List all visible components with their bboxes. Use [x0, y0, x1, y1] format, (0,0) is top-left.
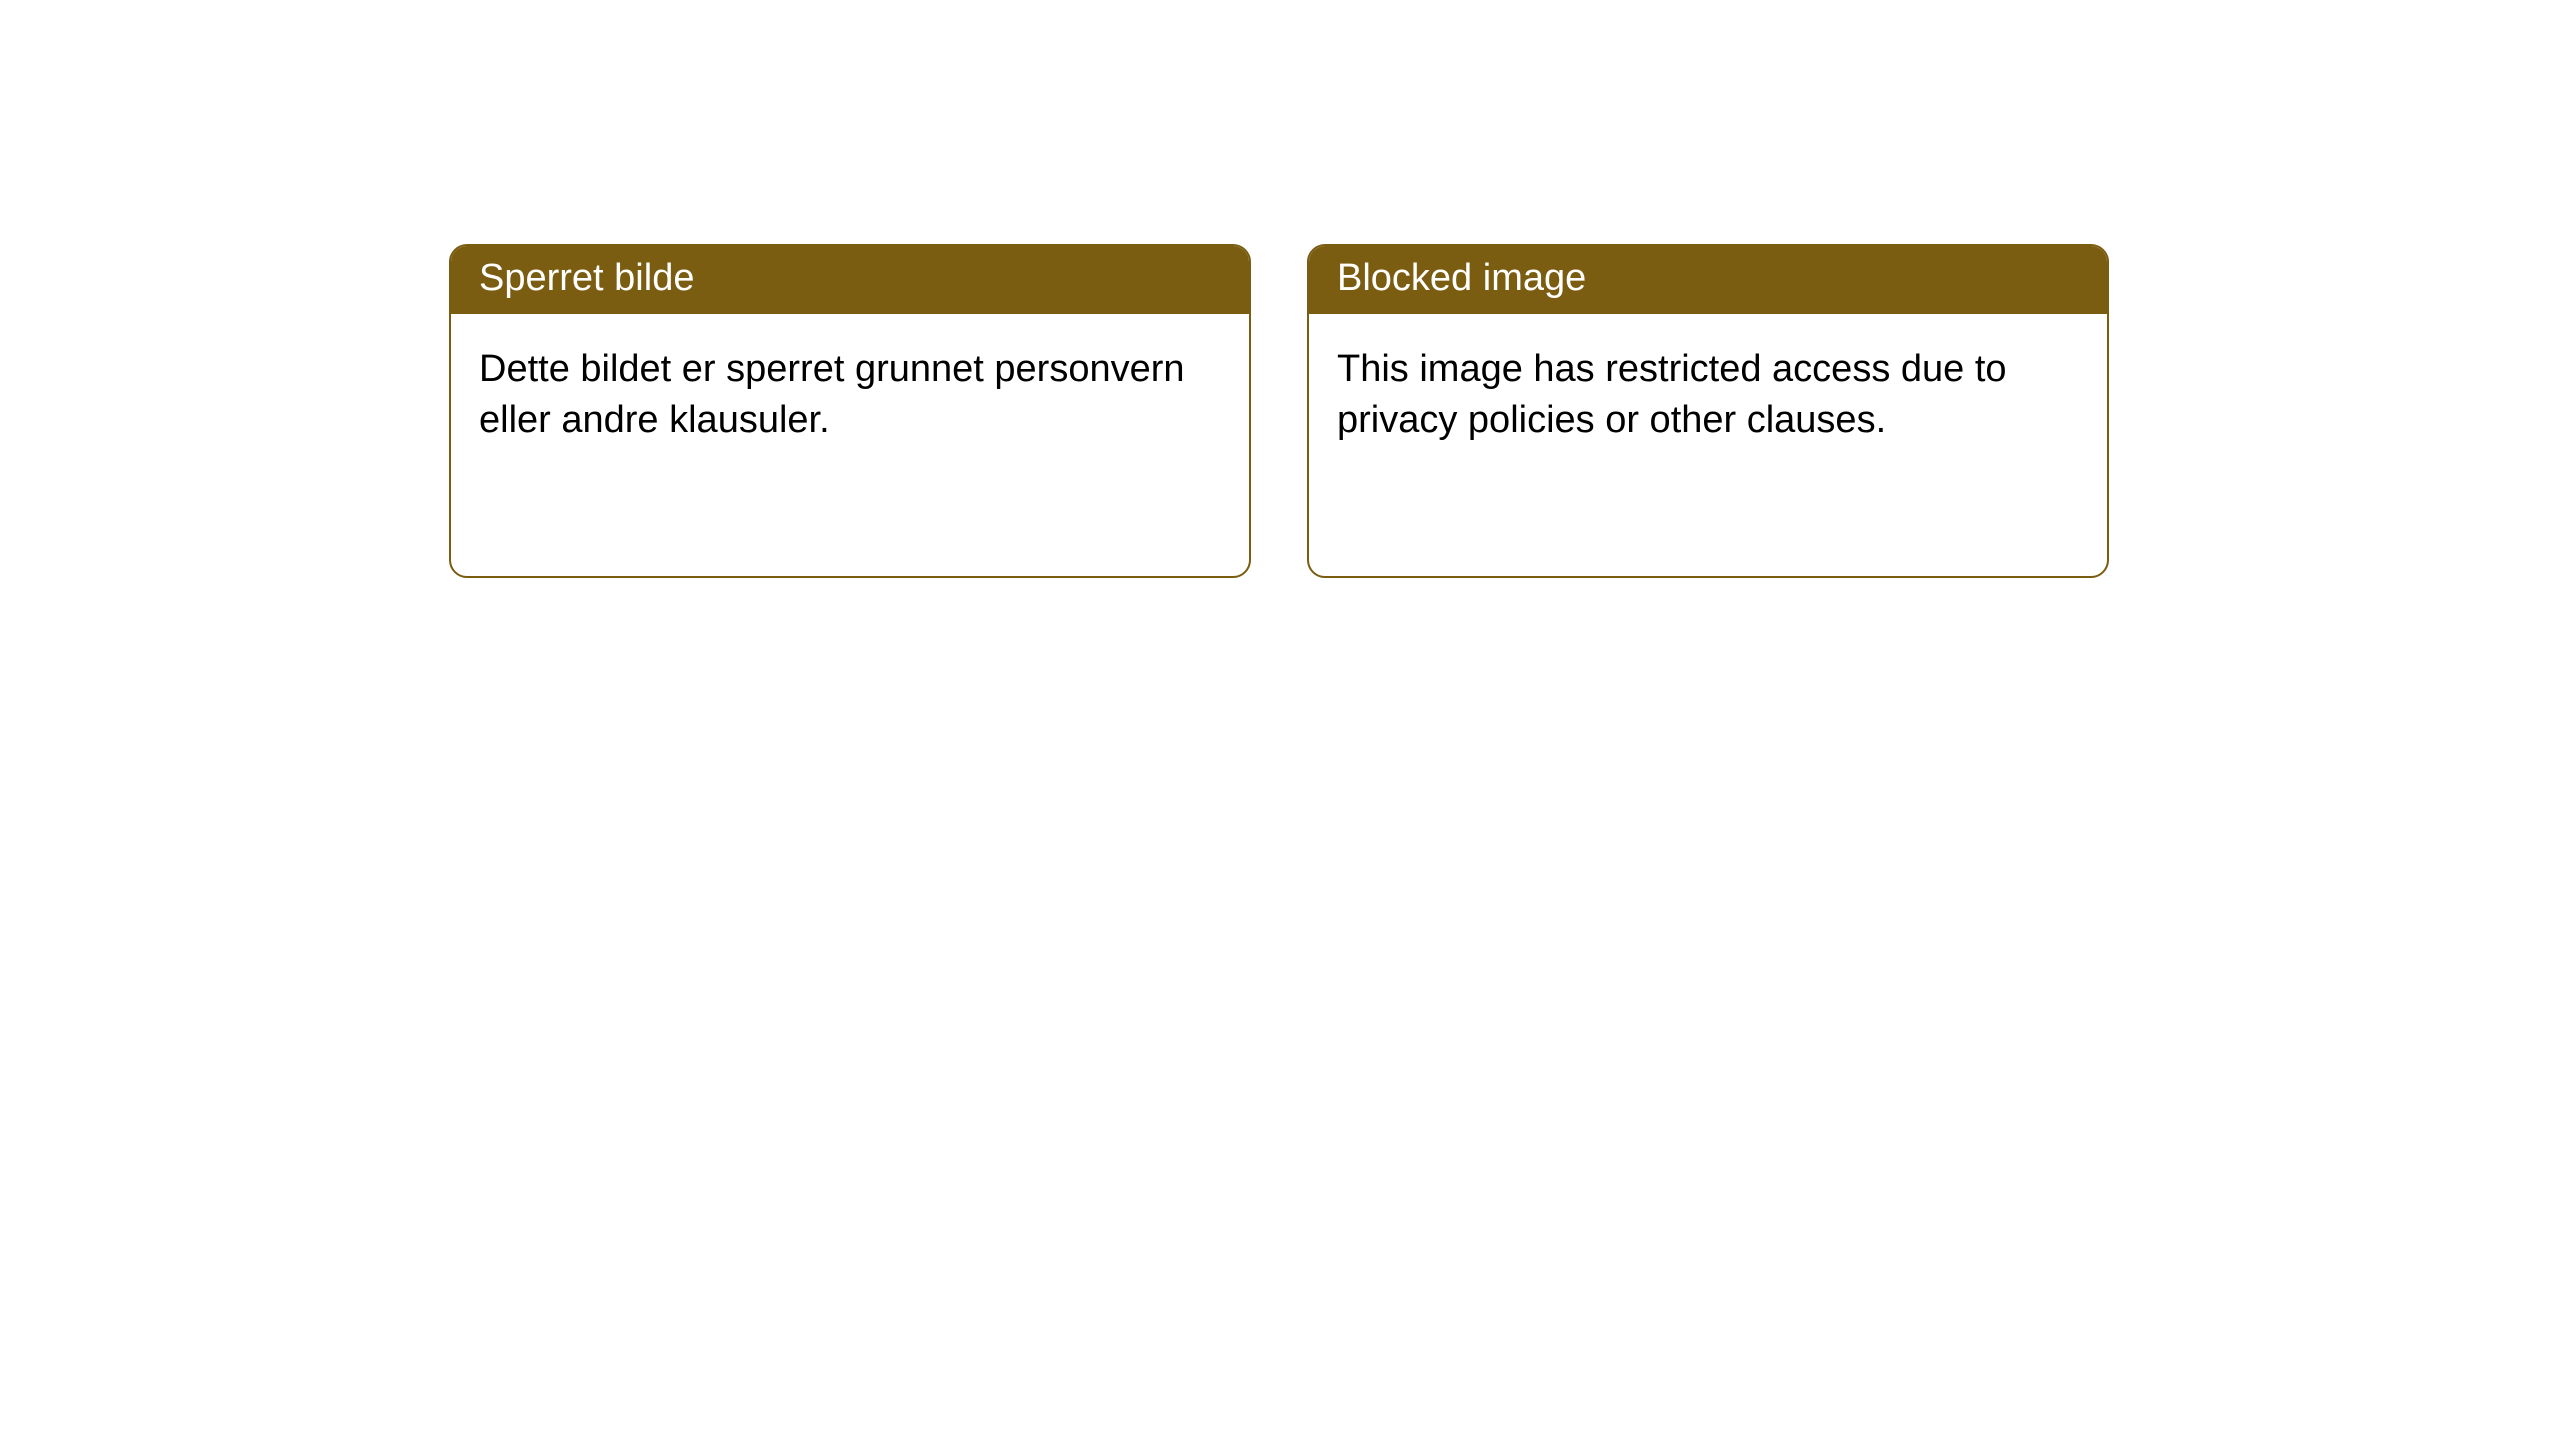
message-panels-container: Sperret bilde Dette bildet er sperret gr… [449, 244, 2109, 578]
blocked-image-panel-english: Blocked image This image has restricted … [1307, 244, 2109, 578]
panel-body: This image has restricted access due to … [1309, 314, 2107, 576]
panel-body: Dette bildet er sperret grunnet personve… [451, 314, 1249, 576]
panel-title: Blocked image [1337, 257, 1586, 299]
panel-body-text: This image has restricted access due to … [1337, 348, 2007, 441]
panel-header: Blocked image [1309, 246, 2107, 314]
panel-body-text: Dette bildet er sperret grunnet personve… [479, 348, 1185, 441]
blocked-image-panel-norwegian: Sperret bilde Dette bildet er sperret gr… [449, 244, 1251, 578]
panel-header: Sperret bilde [451, 246, 1249, 314]
panel-title: Sperret bilde [479, 257, 694, 299]
